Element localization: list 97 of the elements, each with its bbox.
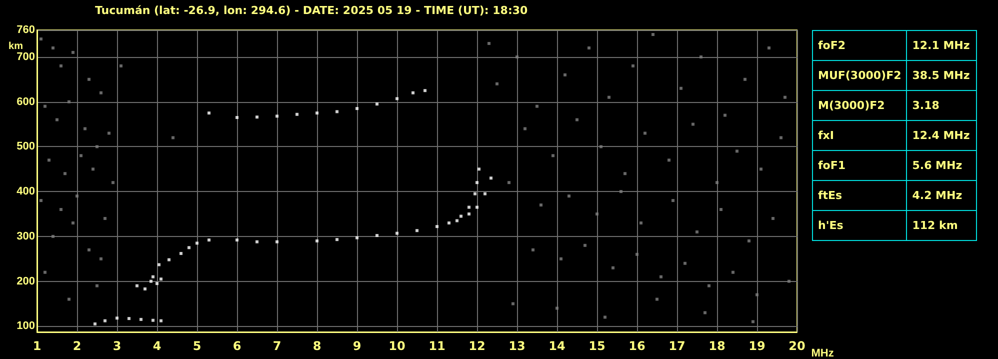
point	[116, 316, 118, 320]
x-tick-label: 14	[548, 339, 566, 353]
x-tick-label: 13	[508, 339, 526, 353]
y-tick-label: 700	[16, 50, 35, 63]
x-tick-label: 7	[272, 339, 282, 353]
x-tick-label: 9	[352, 339, 362, 353]
text: foF2	[812, 30, 907, 60]
x-tick-label: 8	[312, 339, 322, 353]
point	[436, 225, 438, 228]
point	[236, 116, 238, 120]
point	[468, 212, 470, 216]
point	[188, 246, 190, 250]
point	[296, 112, 298, 116]
y-tick-label: 300	[16, 230, 35, 242]
point	[128, 317, 130, 320]
point	[376, 234, 378, 238]
point	[476, 181, 478, 184]
point	[276, 114, 278, 118]
x-tick-label: 19	[748, 339, 766, 353]
point	[152, 318, 154, 322]
text: h'Es	[812, 210, 907, 240]
point	[94, 322, 96, 326]
point	[490, 176, 492, 180]
point	[356, 236, 358, 240]
text: fxI	[812, 120, 907, 150]
point	[158, 263, 160, 266]
x-tick-label: 6	[232, 339, 242, 353]
point	[140, 318, 142, 321]
chart-title: Tucumán (lat: -26.9, lon: 294.6) - DATE: 2025 05 19 - TIME (UT): 18:30	[95, 4, 528, 17]
text: 3.18	[906, 90, 977, 120]
x-tick-label: 15	[588, 339, 606, 353]
point	[156, 282, 158, 286]
point	[396, 97, 398, 100]
point	[484, 192, 486, 196]
point	[208, 112, 210, 115]
text: 38.5 MHz	[906, 60, 977, 90]
point	[104, 319, 106, 322]
point	[336, 110, 338, 114]
point	[256, 240, 258, 244]
point	[168, 258, 170, 262]
y-tick-label: 400	[16, 186, 35, 198]
point	[476, 206, 478, 209]
x-tick-label: 10	[388, 339, 406, 353]
point	[208, 238, 210, 242]
point	[478, 168, 480, 171]
y-tick-label: 100	[16, 320, 35, 332]
text: 4.2 MHz	[906, 180, 977, 210]
text: 12.4 MHz	[906, 120, 977, 150]
point	[316, 112, 318, 115]
point	[468, 206, 470, 209]
text: 5.6 MHz	[906, 150, 977, 180]
y-tick-label: 600	[16, 96, 35, 108]
point	[236, 238, 238, 242]
point	[196, 242, 198, 245]
x-tick-label: 2	[72, 339, 82, 353]
x-tick-label: 12	[468, 339, 486, 353]
point	[412, 91, 414, 94]
x-tick-label: 20	[788, 339, 806, 353]
point	[160, 319, 162, 322]
text: ftEs	[812, 180, 907, 210]
y-tick-label: 200	[16, 275, 35, 288]
point	[448, 221, 450, 224]
text: 112 km	[906, 210, 977, 240]
y-tick-label: 500	[16, 140, 35, 153]
point	[180, 252, 182, 255]
x-tick-label: 18	[708, 339, 726, 353]
point	[150, 280, 152, 283]
text: M(3000)F2	[812, 90, 907, 120]
point	[416, 229, 418, 232]
point	[356, 107, 358, 110]
point	[396, 232, 398, 235]
x-tick-label: 1	[32, 339, 42, 353]
point	[256, 116, 258, 119]
x-tick-label: 4	[152, 339, 162, 353]
point	[376, 102, 378, 106]
text: 12.1 MHz	[906, 30, 977, 60]
y-axis-title: km	[8, 41, 24, 52]
point	[460, 214, 462, 218]
text: foF1	[812, 150, 907, 180]
x-tick-label: 11	[428, 339, 446, 353]
point	[144, 287, 146, 290]
point	[160, 278, 162, 281]
x-tick-label: 16	[628, 339, 646, 353]
x-tick-label: 5	[192, 339, 202, 353]
point	[152, 275, 154, 278]
text: MUF(3000)F2	[812, 60, 907, 90]
point	[424, 89, 426, 92]
y-tick-label: 760	[16, 24, 35, 36]
point	[276, 240, 278, 244]
point	[474, 192, 476, 196]
point	[456, 219, 458, 222]
point	[336, 238, 338, 242]
x-tick-label: 3	[112, 339, 122, 353]
point	[316, 239, 318, 242]
x-axis-title: MHz	[811, 348, 834, 359]
x-tick-label: 17	[668, 339, 686, 353]
point	[136, 284, 138, 288]
